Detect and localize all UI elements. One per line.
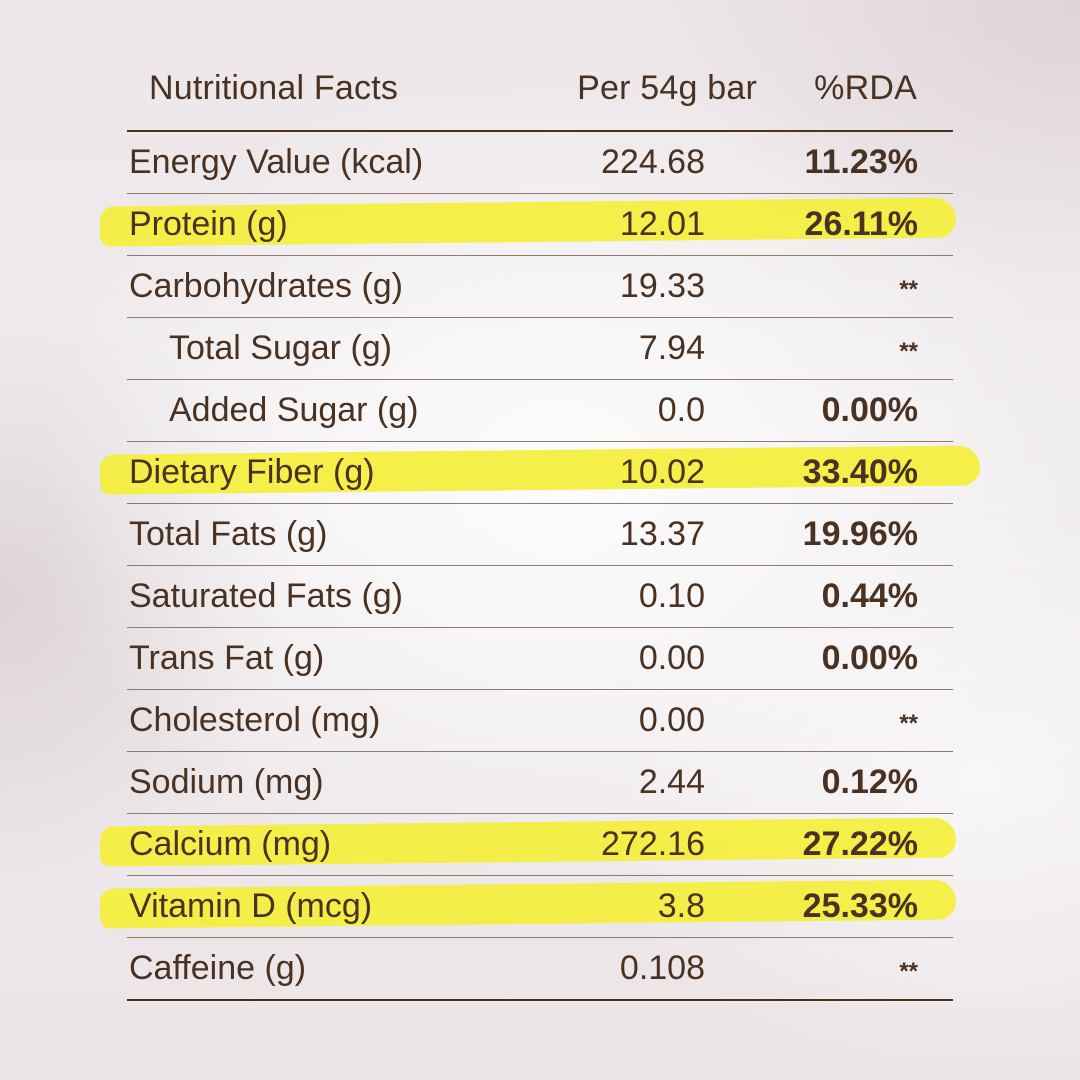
nutrient-name: Energy Value (kcal) xyxy=(129,143,424,181)
nutrient-rda: 27.22% xyxy=(802,825,918,863)
row-calcium: Calcium (mg) 272.16 27.22% xyxy=(99,814,957,876)
nutrient-name: Cholesterol (mg) xyxy=(129,701,381,739)
nutrient-rda: ** xyxy=(899,710,918,737)
row-trans-fat: Trans Fat (g) 0.00 0.00% xyxy=(127,628,953,690)
nutrient-name: Total Fats (g) xyxy=(129,515,328,553)
nutrient-per-serving: 0.0 xyxy=(657,391,705,429)
nutrient-rda: 0.00% xyxy=(821,639,918,677)
header-rda: %RDA xyxy=(814,69,917,107)
header-nutritional-facts: Nutritional Facts xyxy=(149,69,399,107)
row-saturated-fats: Saturated Fats (g) 0.10 0.44% xyxy=(127,566,953,628)
nutrient-per-serving: 272.16 xyxy=(601,825,705,863)
nutrient-name: Carbohydrates (g) xyxy=(129,267,404,305)
nutrient-rda: ** xyxy=(899,958,918,985)
nutrient-rda: 0.44% xyxy=(821,577,918,615)
nutrient-per-serving: 7.94 xyxy=(638,329,705,367)
nutrient-rda: ** xyxy=(899,276,918,303)
nutrient-rda: 11.23% xyxy=(804,143,918,181)
nutrient-rda: 19.96% xyxy=(802,515,918,553)
nutrient-rda: 0.00% xyxy=(821,391,918,429)
row-caffeine: Caffeine (g) 0.108 ** xyxy=(127,938,953,1001)
nutrient-per-serving: 12.01 xyxy=(619,205,705,243)
nutrient-name: Added Sugar (g) xyxy=(169,391,419,429)
nutrient-name: Dietary Fiber (g) xyxy=(129,453,375,491)
nutrient-rda: 33.40% xyxy=(802,453,918,491)
nutrient-per-serving: 19.33 xyxy=(619,267,705,305)
row-sodium: Sodium (mg) 2.44 0.12% xyxy=(127,752,953,814)
row-carbohydrates: Carbohydrates (g) 19.33 ** xyxy=(127,256,953,318)
nutrient-rda: ** xyxy=(899,338,918,365)
nutrient-per-serving: 13.37 xyxy=(619,515,705,553)
nutrient-name: Total Sugar (g) xyxy=(169,329,392,367)
nutrient-name: Sodium (mg) xyxy=(129,763,324,801)
nutrient-name: Vitamin D (mcg) xyxy=(129,887,373,925)
row-total-fats: Total Fats (g) 13.37 19.96% xyxy=(127,504,953,566)
row-dietary-fiber: Dietary Fiber (g) 10.02 33.40% xyxy=(99,442,981,504)
nutrient-name: Protein (g) xyxy=(129,205,288,243)
row-added-sugar: Added Sugar (g) 0.0 0.00% xyxy=(127,380,953,442)
nutrition-table: Nutritional Facts Per 54g bar %RDA Energ… xyxy=(99,55,981,1001)
header-per-serving: Per 54g bar xyxy=(577,69,757,107)
nutrient-per-serving: 0.00 xyxy=(638,701,705,739)
nutrient-name: Trans Fat (g) xyxy=(129,639,325,677)
nutrient-per-serving: 224.68 xyxy=(601,143,705,181)
row-vitamin-d: Vitamin D (mcg) 3.8 25.33% xyxy=(99,876,957,938)
nutrient-rda: 25.33% xyxy=(802,887,918,925)
nutrient-per-serving: 3.8 xyxy=(657,887,705,925)
nutrient-name: Caffeine (g) xyxy=(129,949,307,987)
nutrient-per-serving: 10.02 xyxy=(619,453,705,491)
row-cholesterol: Cholesterol (mg) 0.00 ** xyxy=(127,690,953,752)
nutrient-rda: 0.12% xyxy=(821,763,918,801)
nutrient-per-serving: 0.108 xyxy=(619,949,705,987)
row-total-sugar: Total Sugar (g) 7.94 ** xyxy=(127,318,953,380)
nutrient-name: Calcium (mg) xyxy=(129,825,332,863)
row-protein: Protein (g) 12.01 26.11% xyxy=(99,194,957,256)
nutrient-per-serving: 2.44 xyxy=(638,763,705,801)
nutrient-per-serving: 0.00 xyxy=(638,639,705,677)
nutrient-name: Saturated Fats (g) xyxy=(129,577,404,615)
row-energy: Energy Value (kcal) 224.68 11.23% xyxy=(127,132,953,194)
nutrient-rda: 26.11% xyxy=(804,205,918,243)
nutrient-per-serving: 0.10 xyxy=(638,577,705,615)
table-header: Nutritional Facts Per 54g bar %RDA xyxy=(127,55,953,132)
